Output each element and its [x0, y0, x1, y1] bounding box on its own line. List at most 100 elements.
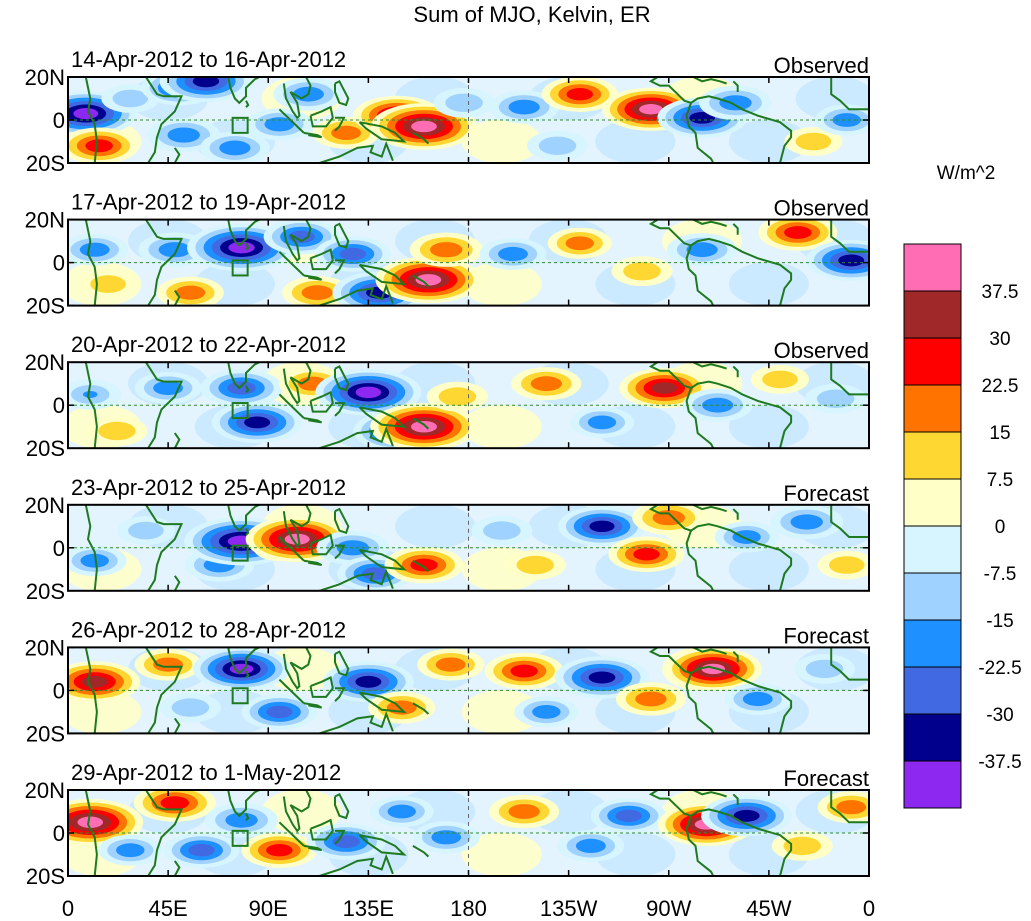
y-tick-label: 0 [53, 393, 65, 418]
coastline [145, 647, 184, 734]
colorbar-swatch [903, 525, 962, 574]
coastline [145, 504, 184, 591]
coastline [278, 393, 305, 419]
coastline [358, 263, 407, 286]
coastline [648, 362, 793, 449]
anomaly-peak [841, 117, 853, 123]
anomaly-peak [363, 389, 374, 396]
coastline [282, 790, 312, 833]
coastline [309, 818, 334, 841]
colorbar-swatch [903, 290, 962, 339]
coastline [173, 290, 181, 306]
coastline [282, 219, 312, 262]
coastline [334, 792, 350, 820]
x-tick-label: 45E [149, 896, 188, 921]
anomaly-peak [795, 842, 810, 850]
coastline [303, 131, 323, 139]
anomaly-peak [162, 385, 174, 391]
coastline [732, 223, 739, 235]
anomaly-peak [696, 246, 708, 253]
coastline [303, 844, 323, 852]
coastline [358, 548, 407, 571]
coastline [303, 274, 323, 281]
anomaly-peak [840, 561, 854, 569]
y-tick-label: 20S [26, 151, 65, 176]
colorbar-label: -7.5 [984, 564, 1017, 585]
anomaly-field [68, 504, 869, 591]
map-panel: 17-Apr-2012 to 19-Apr-2012 Observed 20N 0 20… [25, 190, 870, 319]
anomaly-peak [597, 674, 607, 681]
colorbar-swatch [903, 478, 962, 527]
coastline [319, 426, 394, 449]
colorbar-label: 0 [995, 517, 1006, 538]
y-tick-label: 0 [53, 678, 65, 703]
colorbar-swatch [903, 619, 962, 668]
coastline [84, 362, 98, 449]
coastline [334, 259, 346, 275]
coastline [319, 283, 394, 306]
reference-box [231, 829, 249, 847]
y-tick-label: 0 [53, 108, 65, 133]
coastline [690, 647, 727, 655]
anomaly-peak [659, 385, 670, 391]
anomaly-peak [169, 799, 181, 806]
anomaly-peak [645, 106, 656, 113]
anomaly-peak [311, 289, 324, 296]
coastline [245, 670, 250, 679]
map-panel: 20-Apr-2012 to 22-Apr-2012 Observed 20N 0 20… [25, 332, 870, 461]
x-axis: 0 45E 90E 135E 180 135W 90W 45W 0 [62, 896, 875, 921]
anomaly-peak [806, 138, 821, 145]
anomaly-field [68, 790, 869, 876]
y-tick-label: 0 [53, 251, 65, 276]
panel-status-label: Forecast [783, 766, 869, 791]
coastline [358, 121, 407, 143]
y-tick-label: 20S [26, 294, 65, 319]
coastline [282, 647, 312, 690]
coastline [830, 790, 869, 824]
y-tick-label: 0 [53, 536, 65, 561]
coastline [303, 559, 323, 566]
coastline [334, 116, 346, 132]
coastline [309, 248, 334, 271]
coastlines [84, 362, 869, 449]
coastline [145, 219, 184, 306]
coastline [685, 102, 715, 163]
anomaly-peak [450, 393, 465, 400]
anomaly-peak [792, 229, 803, 236]
panel-date-range: 20-Apr-2012 to 22-Apr-2012 [71, 332, 346, 357]
coastline [303, 417, 323, 424]
coastline [690, 790, 727, 798]
coastline [309, 533, 334, 556]
coastline [278, 251, 305, 277]
anomaly-peak [89, 557, 100, 564]
anomaly-peak [550, 142, 565, 150]
coastline [648, 77, 793, 163]
coastline [245, 813, 250, 821]
panel-date-range: 23-Apr-2012 to 25-Apr-2012 [71, 475, 346, 500]
coastline [732, 508, 739, 520]
coastline [303, 702, 323, 709]
anomaly-peak [645, 696, 657, 702]
coastline [648, 790, 793, 876]
anomaly-peak [445, 661, 457, 668]
coastline [412, 559, 430, 573]
colorbar-label: 7.5 [987, 470, 1013, 491]
anomaly-peak [307, 380, 319, 387]
anomaly-background-patch [461, 262, 542, 306]
coastline [732, 650, 739, 663]
colorbar-units: W/m^2 [937, 163, 996, 184]
coastline [830, 362, 869, 396]
coastline [227, 790, 260, 818]
coastline [732, 793, 739, 805]
anomaly-peak [585, 842, 597, 849]
y-tick-label: 20N [25, 350, 65, 375]
coastline [334, 222, 350, 249]
coastline [334, 544, 346, 560]
coastline [690, 77, 727, 85]
anomaly-background-patch [461, 119, 542, 163]
anomaly-peak [235, 817, 248, 824]
panel-status-label: Forecast [783, 481, 869, 506]
coastline [145, 790, 184, 876]
coastline [245, 385, 250, 394]
anomaly-peak [741, 812, 752, 819]
